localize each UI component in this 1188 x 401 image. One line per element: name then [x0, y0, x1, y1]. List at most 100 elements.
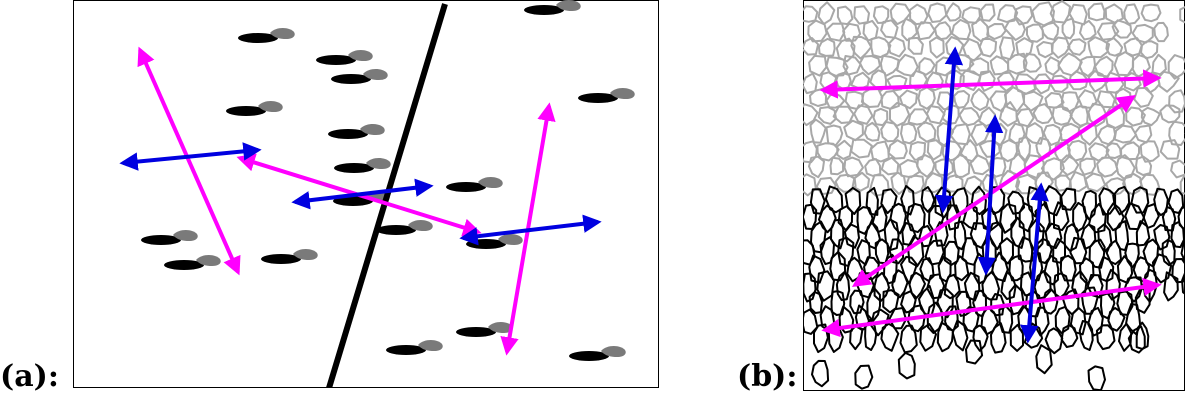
black-cell-196: [811, 359, 830, 388]
gray-cell-123: [1168, 89, 1185, 114]
black-cell-88: [1180, 239, 1185, 264]
gray-cell-2: [817, 1, 836, 25]
gray-cell-205: [1135, 155, 1153, 176]
fish-2: [238, 28, 295, 43]
gray-cell-46: [870, 36, 892, 59]
black-cell-2: [824, 185, 844, 214]
black-cell-63: [1135, 220, 1151, 247]
gray-cell-43: [818, 37, 836, 57]
fish-10: [578, 88, 635, 103]
gray-cell-166: [803, 140, 818, 164]
gray-cell-163: [1134, 124, 1153, 144]
blue-arrow-2: [291, 178, 434, 210]
fish-19: [569, 346, 626, 361]
black-cell-86: [1142, 238, 1160, 268]
gray-cell-35: [1040, 21, 1060, 41]
gray-cell-37: [1079, 19, 1097, 41]
gray-cell-20: [1140, 3, 1162, 23]
gray-cell-54: [1015, 37, 1034, 59]
gray-cell-144: [1159, 104, 1181, 124]
fish-11: [524, 0, 581, 15]
gray-cell-33: [1003, 17, 1026, 41]
black-cell-192: [1035, 344, 1053, 375]
black-cell-89: [808, 254, 826, 284]
black-cell-132: [1181, 270, 1185, 296]
black-cell-108: [1151, 253, 1173, 284]
blue-arrow-4: [934, 46, 964, 214]
gray-cell-52: [978, 37, 998, 58]
black-cell-65: [1170, 221, 1185, 249]
gray-cell-185: [1139, 140, 1160, 163]
gray-cell-3: [836, 5, 854, 26]
black-cell-190: [897, 351, 916, 380]
black-cell-21: [1167, 188, 1185, 214]
gray-cell-61: [1140, 40, 1159, 60]
black-cell-193: [1087, 365, 1106, 391]
gray-cell-8: [927, 2, 948, 23]
fish-18: [386, 340, 443, 355]
fish-6: [328, 124, 385, 139]
blue-arrow-6: [1020, 182, 1049, 344]
gray-cell-48: [907, 36, 924, 55]
gray-cell-55: [1036, 41, 1054, 59]
gray-cell-28: [916, 21, 936, 41]
gray-cell-57: [1067, 38, 1087, 56]
gray-cell-36: [1061, 17, 1076, 40]
gray-cell-21: [1179, 6, 1185, 24]
black-cell-68: [819, 236, 835, 266]
gray-cell-226: [1139, 173, 1161, 196]
black-cell-152: [803, 308, 819, 335]
gray-cell-17: [1087, 2, 1106, 22]
gray-cell-30: [951, 18, 972, 41]
panel-b-label: (b):: [737, 359, 798, 394]
gray-cell-41: [1153, 21, 1169, 43]
gray-cell-125: [817, 106, 838, 125]
panel-a-arrows: [119, 46, 602, 356]
black-cell-1: [809, 188, 826, 215]
gray-cell-47: [887, 36, 906, 58]
gray-cell-29: [934, 21, 953, 41]
fish-3: [316, 50, 373, 65]
gray-cell-24: [842, 22, 862, 42]
magenta-arrow-6: [821, 277, 1162, 338]
black-cell-191: [965, 339, 984, 365]
gray-cell-59: [1105, 37, 1124, 57]
gray-cell-188: [829, 156, 845, 176]
gray-cell-39: [1111, 19, 1133, 39]
panel-b-cell-tissue: [803, 0, 1185, 391]
black-cell-87: [1161, 238, 1176, 267]
gray-cell-143: [1140, 106, 1161, 127]
fish-4: [331, 69, 388, 84]
black-cell-195: [854, 364, 874, 390]
gray-cell-206: [1170, 159, 1185, 179]
panel-a-label: (a):: [0, 359, 59, 394]
gray-cell-145: [809, 118, 827, 144]
gray-cell-7: [908, 3, 929, 26]
fish-15: [261, 249, 318, 264]
gray-cell-19: [1123, 3, 1141, 25]
blue-arrow-5: [977, 114, 1004, 276]
gray-cell-82: [1167, 54, 1185, 80]
blue-arrow-3: [459, 214, 602, 246]
black-cell-44: [1177, 205, 1185, 231]
panel-b-arrows: [819, 46, 1162, 344]
gray-cell-9: [945, 2, 962, 22]
black-cell-109: [1171, 258, 1185, 284]
gray-cell-18: [1104, 3, 1124, 24]
gray-cell-42: [803, 37, 820, 56]
magenta-arrow-4: [819, 69, 1162, 99]
gray-cell-186: [1159, 139, 1181, 160]
black-cell-64: [1153, 224, 1171, 251]
gray-cell-104: [809, 88, 827, 107]
gray-cell-124: [803, 103, 819, 127]
panel-a-fish-school: [73, 0, 659, 388]
blue-arrow-1: [119, 142, 262, 171]
gray-cell-45: [850, 35, 873, 60]
gray-cell-1: [803, 5, 819, 23]
gray-cell-4: [853, 5, 870, 25]
gray-cell-13: [1013, 5, 1034, 26]
gray-cell-227: [1179, 172, 1185, 195]
gray-cell-187: [808, 155, 825, 179]
black-cell-131: [1163, 271, 1179, 302]
